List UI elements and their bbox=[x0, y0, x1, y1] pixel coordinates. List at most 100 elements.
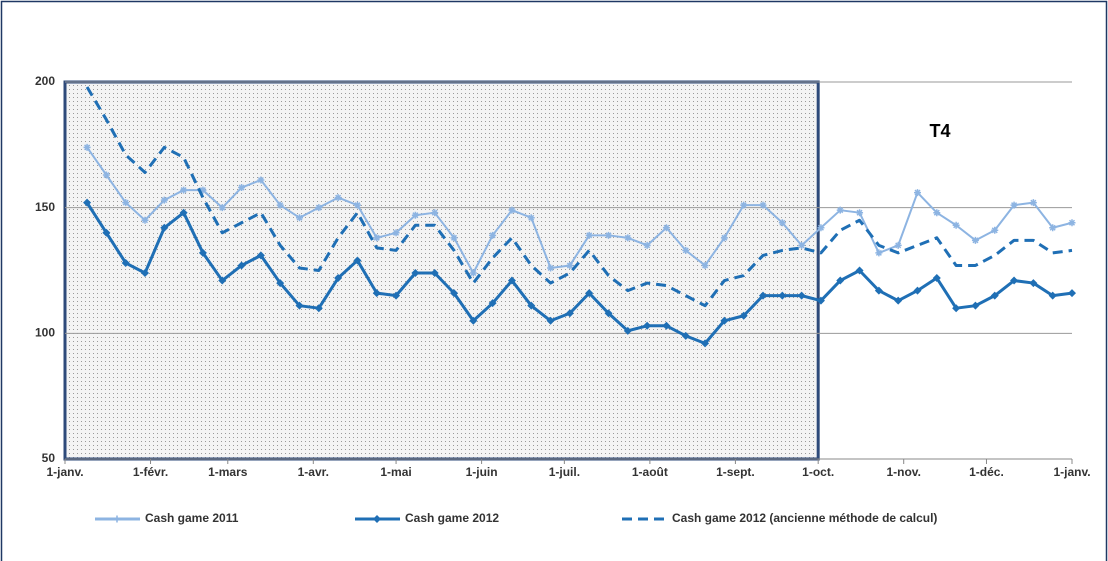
y-tick-label: 100 bbox=[35, 326, 55, 340]
marker bbox=[565, 309, 574, 318]
marker bbox=[469, 269, 477, 277]
marker bbox=[1029, 199, 1037, 207]
x-tick-label: 1-juil. bbox=[549, 465, 580, 479]
legend-marker bbox=[113, 515, 121, 523]
marker bbox=[238, 184, 246, 192]
marker bbox=[295, 301, 304, 310]
marker bbox=[991, 226, 999, 234]
marker bbox=[682, 246, 690, 254]
marker bbox=[566, 261, 574, 269]
marker bbox=[740, 201, 748, 209]
marker bbox=[894, 241, 902, 249]
x-tick-label: 1-sept. bbox=[716, 465, 755, 479]
marker bbox=[816, 296, 825, 305]
marker bbox=[121, 258, 130, 267]
x-tick-label: 1-août bbox=[632, 465, 668, 479]
marker bbox=[1048, 291, 1057, 300]
marker bbox=[334, 194, 342, 202]
marker bbox=[489, 231, 497, 239]
marker bbox=[218, 204, 226, 212]
marker bbox=[102, 171, 110, 179]
marker bbox=[913, 286, 922, 295]
marker bbox=[547, 264, 555, 272]
marker bbox=[701, 261, 709, 269]
marker bbox=[141, 216, 149, 224]
legend-marker bbox=[373, 515, 381, 523]
marker bbox=[797, 291, 806, 300]
marker bbox=[623, 326, 632, 335]
x-tick-label: 1-oct. bbox=[802, 465, 834, 479]
marker bbox=[296, 214, 304, 222]
marker bbox=[315, 204, 323, 212]
x-tick-label: 1-nov. bbox=[886, 465, 920, 479]
marker bbox=[334, 274, 343, 283]
series-line bbox=[86, 146, 1073, 275]
marker bbox=[624, 234, 632, 242]
y-tick-label: 150 bbox=[35, 200, 55, 214]
marker bbox=[817, 224, 825, 232]
marker bbox=[856, 209, 864, 217]
marker bbox=[759, 291, 768, 300]
marker bbox=[160, 223, 169, 232]
marker bbox=[605, 231, 613, 239]
marker bbox=[759, 201, 767, 209]
y-tick-label: 50 bbox=[42, 451, 56, 465]
marker bbox=[720, 234, 728, 242]
x-tick-label: 1-janv. bbox=[1053, 465, 1090, 479]
marker bbox=[778, 219, 786, 227]
marker bbox=[778, 291, 787, 300]
marker bbox=[932, 274, 941, 283]
marker bbox=[855, 266, 864, 275]
marker bbox=[701, 339, 710, 348]
marker bbox=[894, 296, 903, 305]
marker bbox=[585, 289, 594, 298]
marker bbox=[952, 221, 960, 229]
marker bbox=[990, 291, 999, 300]
marker bbox=[875, 249, 883, 257]
marker bbox=[798, 241, 806, 249]
series-line bbox=[85, 86, 1073, 308]
marker bbox=[392, 291, 401, 300]
marker bbox=[218, 276, 227, 285]
marker bbox=[450, 234, 458, 242]
marker bbox=[874, 286, 883, 295]
legend-label: Cash game 2011 bbox=[145, 511, 239, 525]
marker bbox=[256, 251, 265, 260]
marker bbox=[836, 206, 844, 214]
marker bbox=[527, 301, 536, 310]
marker bbox=[971, 301, 980, 310]
marker bbox=[508, 206, 516, 214]
marker bbox=[411, 269, 420, 278]
marker bbox=[122, 199, 130, 207]
x-tick-label: 1-mars bbox=[208, 465, 248, 479]
series-line bbox=[85, 201, 1073, 345]
marker bbox=[933, 209, 941, 217]
x-tick-label: 1-juin bbox=[466, 465, 498, 479]
marker bbox=[681, 331, 690, 340]
marker bbox=[739, 311, 748, 320]
marker bbox=[643, 321, 652, 330]
x-tick-label: 1-déc. bbox=[969, 465, 1004, 479]
x-tick-label: 1-févr. bbox=[133, 465, 168, 479]
marker bbox=[971, 236, 979, 244]
marker bbox=[662, 321, 671, 330]
marker bbox=[1010, 201, 1018, 209]
marker bbox=[1010, 276, 1019, 285]
marker bbox=[353, 201, 361, 209]
marker bbox=[1068, 289, 1076, 298]
marker bbox=[914, 189, 922, 197]
highlight-area bbox=[63, 80, 820, 461]
marker bbox=[199, 186, 207, 194]
marker bbox=[83, 198, 92, 207]
x-tick-label: 1-avr. bbox=[298, 465, 329, 479]
x-tick-label: 1-janv. bbox=[46, 465, 83, 479]
marker bbox=[604, 309, 613, 318]
legend-label: Cash game 2012 (ancienne méthode de calc… bbox=[672, 511, 937, 525]
marker bbox=[102, 228, 111, 237]
marker bbox=[952, 304, 961, 313]
marker bbox=[488, 299, 497, 308]
marker bbox=[257, 176, 265, 184]
legend-label: Cash game 2012 bbox=[405, 511, 499, 525]
